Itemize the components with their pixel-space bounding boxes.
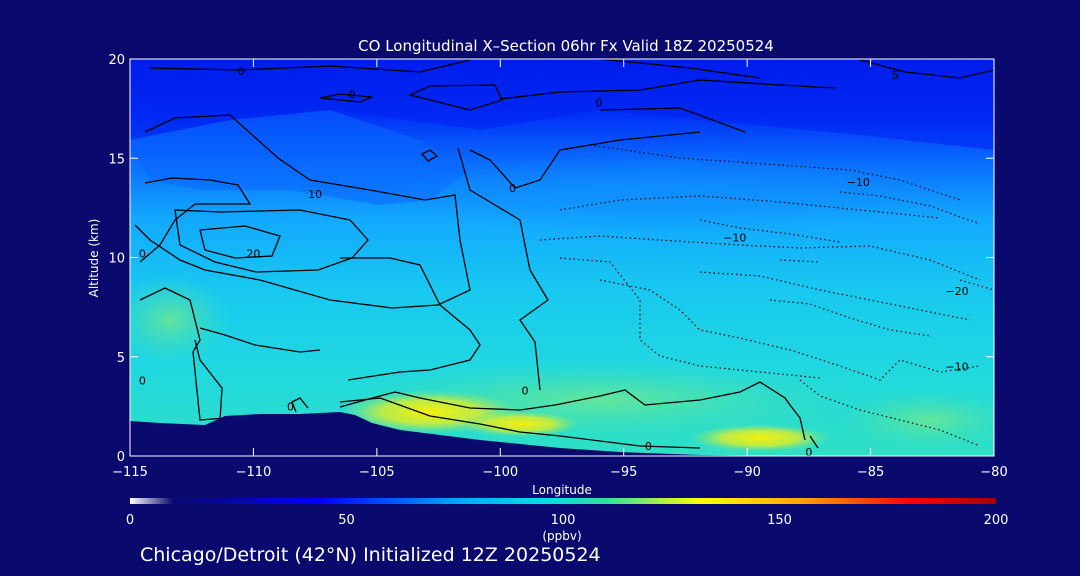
contour-label: 0 <box>238 65 245 78</box>
left-green-patch <box>130 275 230 365</box>
right-green-patch <box>840 390 994 450</box>
plot-area: 0 0 0 5 10 0 20 0 −10 −10 −20 −10 0 0 0 0 0 <box>130 59 994 459</box>
x-tick-label: −110 <box>236 465 272 480</box>
yellow-co-plume-east <box>690 424 830 452</box>
x-tick-label: −95 <box>610 465 637 480</box>
contour-label: 0 <box>596 97 603 110</box>
colorbar-tick-label: 150 <box>767 513 792 528</box>
contour-label: 0 <box>287 400 294 413</box>
x-axis: −115 −110 −105 −100 −95 −90 −85 −80 <box>112 59 1008 480</box>
y-tick-label: 20 <box>108 53 125 68</box>
y-tick-label: 10 <box>108 252 125 267</box>
y-tick-label: 5 <box>117 351 125 366</box>
contour-label: −20 <box>945 285 968 298</box>
contour-label: 5 <box>892 69 899 82</box>
x-tick-label: −80 <box>980 465 1007 480</box>
contour-label: −10 <box>847 176 870 189</box>
contour-labels: 0 0 0 5 10 0 20 0 −10 −10 −20 −10 0 0 0 0 0 <box>139 65 969 459</box>
contour-label: 0 <box>521 384 528 397</box>
contour-label: 0 <box>139 375 146 388</box>
x-axis-label: Longitude <box>532 483 592 497</box>
chart-title: CO Longitudinal X–Section 06hr Fx Valid … <box>358 37 774 55</box>
y-tick-label: 15 <box>108 152 125 167</box>
colorbar-tick-label: 0 <box>126 513 134 528</box>
contour-label: 0 <box>349 89 356 102</box>
colorbar-tick-label: 100 <box>551 513 576 528</box>
positive-contours <box>134 59 994 449</box>
colorbar-ticks: 0 50 100 150 200 <box>126 513 1009 528</box>
colorbar-tick-label: 50 <box>338 513 355 528</box>
contour-label: 0 <box>645 440 652 453</box>
footer-caption: Chicago/Detroit (42°N) Initialized 12Z 2… <box>140 544 601 566</box>
terrain-mask <box>130 412 994 456</box>
contour-label: 10 <box>308 188 322 201</box>
contour-label: −10 <box>945 361 968 374</box>
contour-label: 20 <box>246 248 260 261</box>
contour-label: −10 <box>723 232 746 245</box>
y-axis-label: Altitude (km) <box>87 219 101 298</box>
x-tick-label: −100 <box>482 465 518 480</box>
y-tick-label: 0 <box>117 450 125 465</box>
upper-band-field <box>130 59 994 150</box>
contour-label: 0 <box>509 182 516 195</box>
x-tick-label: −85 <box>857 465 884 480</box>
contour-label: 0 <box>139 248 146 261</box>
contour-label: 0 <box>805 446 812 459</box>
x-tick-label: −105 <box>359 465 395 480</box>
yellow-co-plume-mid <box>460 411 580 437</box>
colorbar-unit: (ppbv) <box>542 529 581 543</box>
colorbar-tick-label: 200 <box>984 513 1009 528</box>
x-tick-label: −115 <box>112 465 148 480</box>
negative-contours <box>539 144 994 447</box>
colorbar <box>130 498 996 504</box>
x-tick-label: −90 <box>733 465 760 480</box>
mid-blue-patch <box>380 155 940 235</box>
y-axis: 0 5 10 15 20 <box>108 53 994 465</box>
